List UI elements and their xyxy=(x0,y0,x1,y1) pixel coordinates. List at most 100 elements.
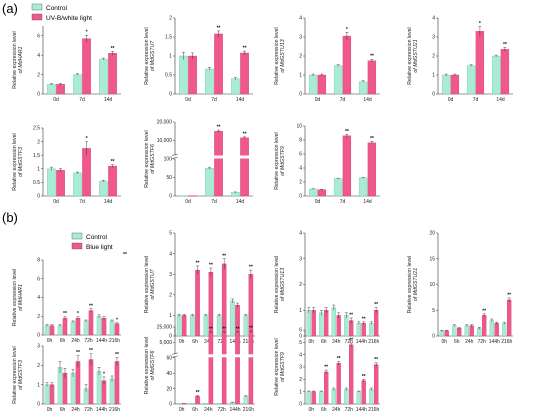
significance-mark: * xyxy=(86,136,88,142)
y-axis-label-line1: Relative expression level xyxy=(12,269,18,326)
significance-mark: ** xyxy=(337,356,341,362)
bar-control xyxy=(344,315,349,337)
y-axis-label-line2: of MdGSTU7 xyxy=(150,268,156,299)
bar-control xyxy=(358,81,368,95)
y-tick-label: 2 xyxy=(299,54,302,60)
y-axis-label: Relative expression levelof MdGSTF6 xyxy=(144,337,156,394)
bar-treatment xyxy=(214,33,223,95)
y-tick-label: 1 xyxy=(299,389,302,395)
axis-break-mark xyxy=(171,355,179,358)
legend-a-control-swatch xyxy=(31,3,43,11)
bar-treatment xyxy=(481,315,487,337)
y-axis-label-line1: Relative expression level xyxy=(144,130,150,187)
significance-mark: ** xyxy=(89,348,93,354)
bar-treatment xyxy=(195,396,200,405)
y-tick-label: 3 xyxy=(169,272,172,278)
legend-b-control-label: Control xyxy=(86,234,108,241)
significance-mark: ** xyxy=(503,42,507,48)
bar-control xyxy=(70,321,76,336)
bar-treatment xyxy=(181,403,187,405)
x-tick-label: 144h xyxy=(229,339,240,345)
chart-2: 0 0.5 1 1.5 2 Relative expression levelof MdG… xyxy=(144,16,253,103)
y-axis-label-line2: of MdGSTF6 xyxy=(150,144,156,174)
significance-mark: * xyxy=(116,317,118,323)
y-tick-label: 2 xyxy=(37,314,40,320)
bar-treatment xyxy=(500,49,510,95)
significance-mark: ** xyxy=(236,326,240,332)
x-tick-label: 7d xyxy=(340,199,346,205)
bar-treatment xyxy=(75,317,81,336)
x-tick-label: 0d xyxy=(448,97,454,103)
significance-mark: ** xyxy=(222,326,226,332)
x-tick-label: 24h xyxy=(71,407,80,413)
bar-treatment xyxy=(195,269,200,337)
bar-treatment xyxy=(101,317,107,336)
y-tick-label: 8 xyxy=(299,138,302,144)
x-tick-label: 0h xyxy=(308,339,314,345)
y-tick-label: 0 xyxy=(169,194,172,200)
y-tick-label: 0 xyxy=(432,334,435,340)
x-tick-label: 72h xyxy=(84,407,93,413)
y-tick-label: 10,000 xyxy=(157,138,173,144)
bar-control xyxy=(176,315,182,337)
x-tick-label: 144h xyxy=(96,338,107,344)
axis-break-mark xyxy=(171,352,179,355)
bar-treatment xyxy=(367,60,377,95)
y-tick-label: 6 xyxy=(37,276,40,282)
panel-label-a: (a) xyxy=(2,1,18,16)
significance-mark: ** xyxy=(111,159,115,165)
bar-treatment xyxy=(188,55,197,95)
x-tick-label: 216h xyxy=(109,407,120,413)
bar-control xyxy=(358,177,368,197)
x-tick-label: 24h xyxy=(204,407,213,413)
y-axis-label-line1: Relative expression level xyxy=(144,27,150,84)
bar-treatment xyxy=(456,328,462,337)
y-axis-label-line1: Relative expression level xyxy=(407,27,413,84)
bar-treatment xyxy=(311,310,316,337)
bar-treatment xyxy=(342,135,352,197)
x-tick-label: 24h xyxy=(332,407,341,413)
y-tick-label: 1 xyxy=(299,73,302,79)
y-tick-label: 5 xyxy=(299,340,302,346)
chart-9: 0 1 2 3 4 5 Relative expression levelof MdGSTU… xyxy=(144,231,255,345)
significance-mark: ** xyxy=(362,316,366,322)
significance-mark: ** xyxy=(370,54,374,60)
significance-mark: ** xyxy=(482,308,486,314)
x-tick-label: 14d xyxy=(363,199,372,205)
axis-break xyxy=(172,155,253,159)
x-tick-label: 0d xyxy=(185,199,191,205)
y-axis-label-line1: Relative expression level xyxy=(274,256,280,313)
bar-control xyxy=(99,180,108,197)
x-tick-label: 14d xyxy=(236,199,245,205)
x-tick-label: 24h xyxy=(71,338,80,344)
bar-treatment xyxy=(56,84,65,95)
bar-control xyxy=(331,307,337,337)
bar-control xyxy=(70,372,76,405)
bar-control xyxy=(47,84,56,95)
x-tick-label: 0d xyxy=(185,97,191,103)
significance-mark: ** xyxy=(222,253,226,259)
significance-mark: * xyxy=(346,27,348,33)
y-axis-label: Relative expression levelof MdGSTU7 xyxy=(144,27,156,84)
x-tick-label: 6h xyxy=(192,339,198,345)
bar-control xyxy=(331,389,337,405)
y-axis-label-line2: of MdGSTF9 xyxy=(280,352,286,382)
y-tick-label: 5 xyxy=(432,308,435,314)
y-tick-label: 100 xyxy=(164,157,173,163)
bar-control xyxy=(466,65,476,95)
y-tick-label: 15 xyxy=(429,256,435,262)
bar-control xyxy=(491,55,501,95)
bar-treatment xyxy=(49,325,55,336)
x-tick-label: 7d xyxy=(211,97,217,103)
legend-a: Control UV-B/white light xyxy=(31,3,92,22)
bar-control xyxy=(439,330,445,337)
x-tick-label: 216h xyxy=(243,407,254,413)
bar-control xyxy=(464,325,470,337)
significance-mark: ** xyxy=(249,265,253,271)
x-tick-label: 6h xyxy=(60,407,66,413)
x-tick-label: 72h xyxy=(84,338,93,344)
significance-mark: * xyxy=(86,30,88,36)
